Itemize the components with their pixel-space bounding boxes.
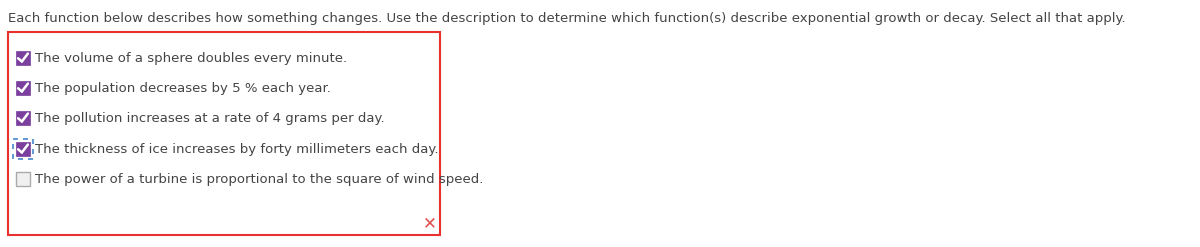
Polygon shape (16, 142, 30, 156)
Text: ✕: ✕ (424, 214, 437, 232)
Text: Each function below describes how something changes. Use the description to dete: Each function below describes how someth… (8, 12, 1126, 25)
Text: The power of a turbine is proportional to the square of wind speed.: The power of a turbine is proportional t… (35, 172, 484, 185)
Polygon shape (16, 111, 30, 125)
Polygon shape (16, 81, 30, 95)
Text: The thickness of ice increases by forty millimeters each day.: The thickness of ice increases by forty … (35, 143, 438, 156)
Text: The volume of a sphere doubles every minute.: The volume of a sphere doubles every min… (35, 52, 347, 64)
Polygon shape (16, 172, 30, 186)
Polygon shape (16, 51, 30, 65)
Text: The population decreases by 5 % each year.: The population decreases by 5 % each yea… (35, 82, 331, 95)
Text: The pollution increases at a rate of 4 grams per day.: The pollution increases at a rate of 4 g… (35, 111, 385, 124)
